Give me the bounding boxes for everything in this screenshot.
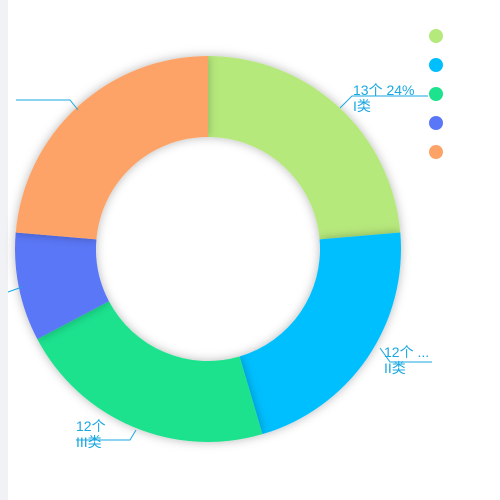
leader-line-1 [339, 95, 428, 109]
legend-marker-1[interactable] [429, 29, 443, 43]
slice-label-iii-name: III类 [76, 434, 102, 450]
legend-marker-5[interactable] [429, 145, 443, 159]
donut-slice-2[interactable] [239, 232, 402, 435]
slice-label-iii-value: 12个 [76, 418, 106, 434]
donut-slice-5[interactable] [15, 55, 208, 240]
slice-label-i-value: 13个 24% [353, 82, 415, 98]
legend-marker-2[interactable] [429, 58, 443, 72]
slice-label-ii: 12个 ... II类 [384, 344, 429, 376]
slice-label-i-name: I类 [353, 98, 371, 114]
donut-slice-1[interactable] [208, 56, 401, 240]
leader-line-3 [76, 429, 137, 441]
legend-marker-4[interactable] [429, 116, 443, 130]
legend[interactable] [429, 29, 449, 174]
slice-label-iii: 12个 III类 [76, 418, 106, 450]
slice-label-ii-name: II类 [384, 360, 406, 376]
legend-marker-3[interactable] [429, 87, 443, 101]
leader-line-2 [379, 347, 432, 363]
left-panel-edge [0, 0, 8, 500]
leader-line-5 [7, 286, 23, 293]
leader-line-4 [16, 99, 79, 111]
slice-label-ii-value: 12个 ... [384, 344, 430, 360]
donut-slice-4[interactable] [14, 232, 109, 340]
slice-label-i: 13个 24% I类 [353, 82, 414, 114]
donut-slice-3[interactable] [37, 301, 263, 442]
